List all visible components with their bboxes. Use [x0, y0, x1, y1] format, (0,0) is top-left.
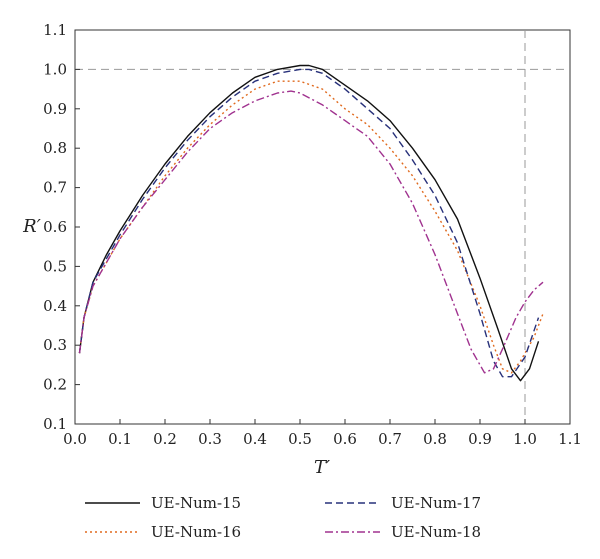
x-tick-label: 0.6	[333, 430, 357, 448]
legend-label-3: UE-Num-17	[391, 494, 481, 512]
series-line-1	[78, 64, 540, 382]
legend-label-2: UE-Num-16	[151, 523, 241, 541]
y-axis-ticks: 0.1 0.2 0.3 0.4 0.5 0.6 0.7 0.8 0.9 1.0 1.1	[43, 21, 80, 433]
x-tick-label: 0.0	[63, 430, 87, 448]
x-tick-label: 0.2	[153, 430, 177, 448]
x-tick-label: 0.4	[243, 430, 267, 448]
series-line-4	[78, 90, 544, 374]
y-tick-label: 1.1	[43, 21, 67, 39]
y-tick-label: 0.4	[43, 297, 67, 315]
y-tick-label: 0.8	[43, 139, 67, 157]
x-tick-label: 0.8	[423, 430, 447, 448]
x-tick-label: 0.5	[288, 430, 312, 448]
y-tick-label: 0.6	[43, 218, 67, 236]
x-tick-label: 0.7	[378, 430, 402, 448]
x-tick-label: 1.1	[558, 430, 582, 448]
y-tick-label: 0.3	[43, 336, 67, 354]
x-tick-label: 0.3	[198, 430, 222, 448]
y-tick-label: 0.9	[43, 100, 67, 118]
series-line-2	[78, 80, 544, 374]
y-tick-label: 0.1	[43, 415, 67, 433]
y-tick-label: 0.7	[43, 179, 67, 197]
series-line-3	[78, 68, 540, 378]
x-axis-label: T′	[314, 457, 330, 478]
y-axis-label: R′	[22, 216, 41, 237]
y-tick-label: 0.2	[43, 376, 67, 394]
y-tick-label: 0.5	[43, 257, 67, 275]
legend: UE-Num-15 UE-Num-16 UE-Num-17 UE-Num-18	[85, 494, 481, 541]
legend-label-1: UE-Num-15	[151, 494, 241, 512]
series-lines	[78, 64, 544, 382]
x-tick-label: 1.0	[513, 430, 537, 448]
x-tick-label: 0.9	[468, 430, 492, 448]
x-axis-ticks: 0.0 0.1 0.2 0.3 0.4 0.5 0.6 0.7 0.8 0.9 1.0 1.1	[63, 419, 582, 448]
x-tick-label: 0.1	[108, 430, 132, 448]
legend-label-4: UE-Num-18	[391, 523, 481, 541]
y-tick-label: 1.0	[43, 60, 67, 78]
